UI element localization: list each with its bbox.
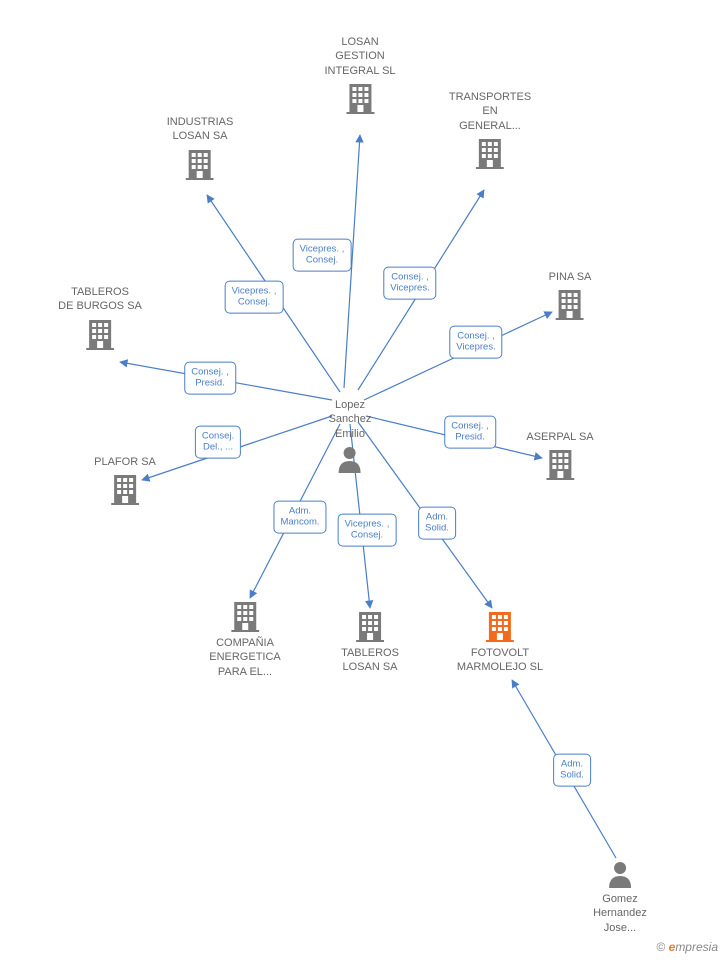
edge-label-e2: Consej. , Vicepres. xyxy=(383,267,436,300)
node-label: TABLEROS DE BURGOS SA xyxy=(58,285,142,314)
edge-label-e9: Vicepres. , Consej. xyxy=(338,514,397,547)
building-icon xyxy=(186,148,214,180)
node-label: ASERPAL SA xyxy=(526,430,593,444)
edge-label-e1: Vicepres. , Consej. xyxy=(293,239,352,272)
building-icon xyxy=(546,448,574,480)
building-icon xyxy=(556,288,584,320)
edge-label-e7: Consej. Del., ... xyxy=(195,426,241,459)
node-label: Lopez Sanchez Emilio xyxy=(329,398,372,441)
node-tableros_losan[interactable]: TABLEROS LOSAN SA xyxy=(341,610,399,675)
building-icon xyxy=(486,610,514,642)
node-center[interactable]: Lopez Sanchez Emilio xyxy=(329,398,372,473)
brand-rest: mpresia xyxy=(675,940,718,954)
node-gomez[interactable]: Gomez Hernandez Jose... xyxy=(593,860,647,935)
building-icon xyxy=(356,610,384,642)
building-icon xyxy=(346,82,374,114)
node-label: PLAFOR SA xyxy=(94,455,156,469)
node-label: Gomez Hernandez Jose... xyxy=(593,892,647,935)
node-losan_gestion[interactable]: LOSAN GESTION INTEGRAL SL xyxy=(324,35,395,114)
edge-label-e6: Consej. , Presid. xyxy=(444,416,496,449)
node-aserpal[interactable]: ASERPAL SA xyxy=(526,430,593,480)
node-label: INDUSTRIAS LOSAN SA xyxy=(167,115,234,144)
edge-label-e11: Adm. Solid. xyxy=(553,754,591,787)
person-icon xyxy=(337,445,363,473)
building-icon xyxy=(111,473,139,505)
node-pina[interactable]: PINA SA xyxy=(549,270,592,320)
node-transportes[interactable]: TRANSPORTES EN GENERAL... xyxy=(449,90,531,169)
copyright-symbol: © xyxy=(656,940,665,954)
watermark: © empresia xyxy=(656,940,718,954)
node-fotovolt[interactable]: FOTOVOLT MARMOLEJO SL xyxy=(457,610,543,675)
building-icon xyxy=(231,600,259,632)
edge-label-e8: Adm. Mancom. xyxy=(273,501,326,534)
node-label: TABLEROS LOSAN SA xyxy=(341,646,399,675)
node-label: PINA SA xyxy=(549,270,592,284)
node-label: COMPAÑIA ENERGETICA PARA EL... xyxy=(209,636,281,679)
node-label: LOSAN GESTION INTEGRAL SL xyxy=(324,35,395,78)
building-icon xyxy=(86,318,114,350)
node-label: TRANSPORTES EN GENERAL... xyxy=(449,90,531,133)
building-icon xyxy=(476,137,504,169)
node-industrias_losan[interactable]: INDUSTRIAS LOSAN SA xyxy=(167,115,234,180)
node-label: FOTOVOLT MARMOLEJO SL xyxy=(457,646,543,675)
edge-label-e4: Consej. , Vicepres. xyxy=(449,326,502,359)
person-icon xyxy=(607,860,633,888)
edge-label-e10: Adm. Solid. xyxy=(418,507,456,540)
edge-label-e5: Consej. , Presid. xyxy=(184,362,236,395)
edge-label-e3: Vicepres. , Consej. xyxy=(225,281,284,314)
node-energetica[interactable]: COMPAÑIA ENERGETICA PARA EL... xyxy=(209,600,281,679)
node-tableros_burgos[interactable]: TABLEROS DE BURGOS SA xyxy=(58,285,142,350)
diagram-canvas: Lopez Sanchez Emilio LOSAN GESTION INTEG… xyxy=(0,0,728,960)
node-plafor[interactable]: PLAFOR SA xyxy=(94,455,156,505)
